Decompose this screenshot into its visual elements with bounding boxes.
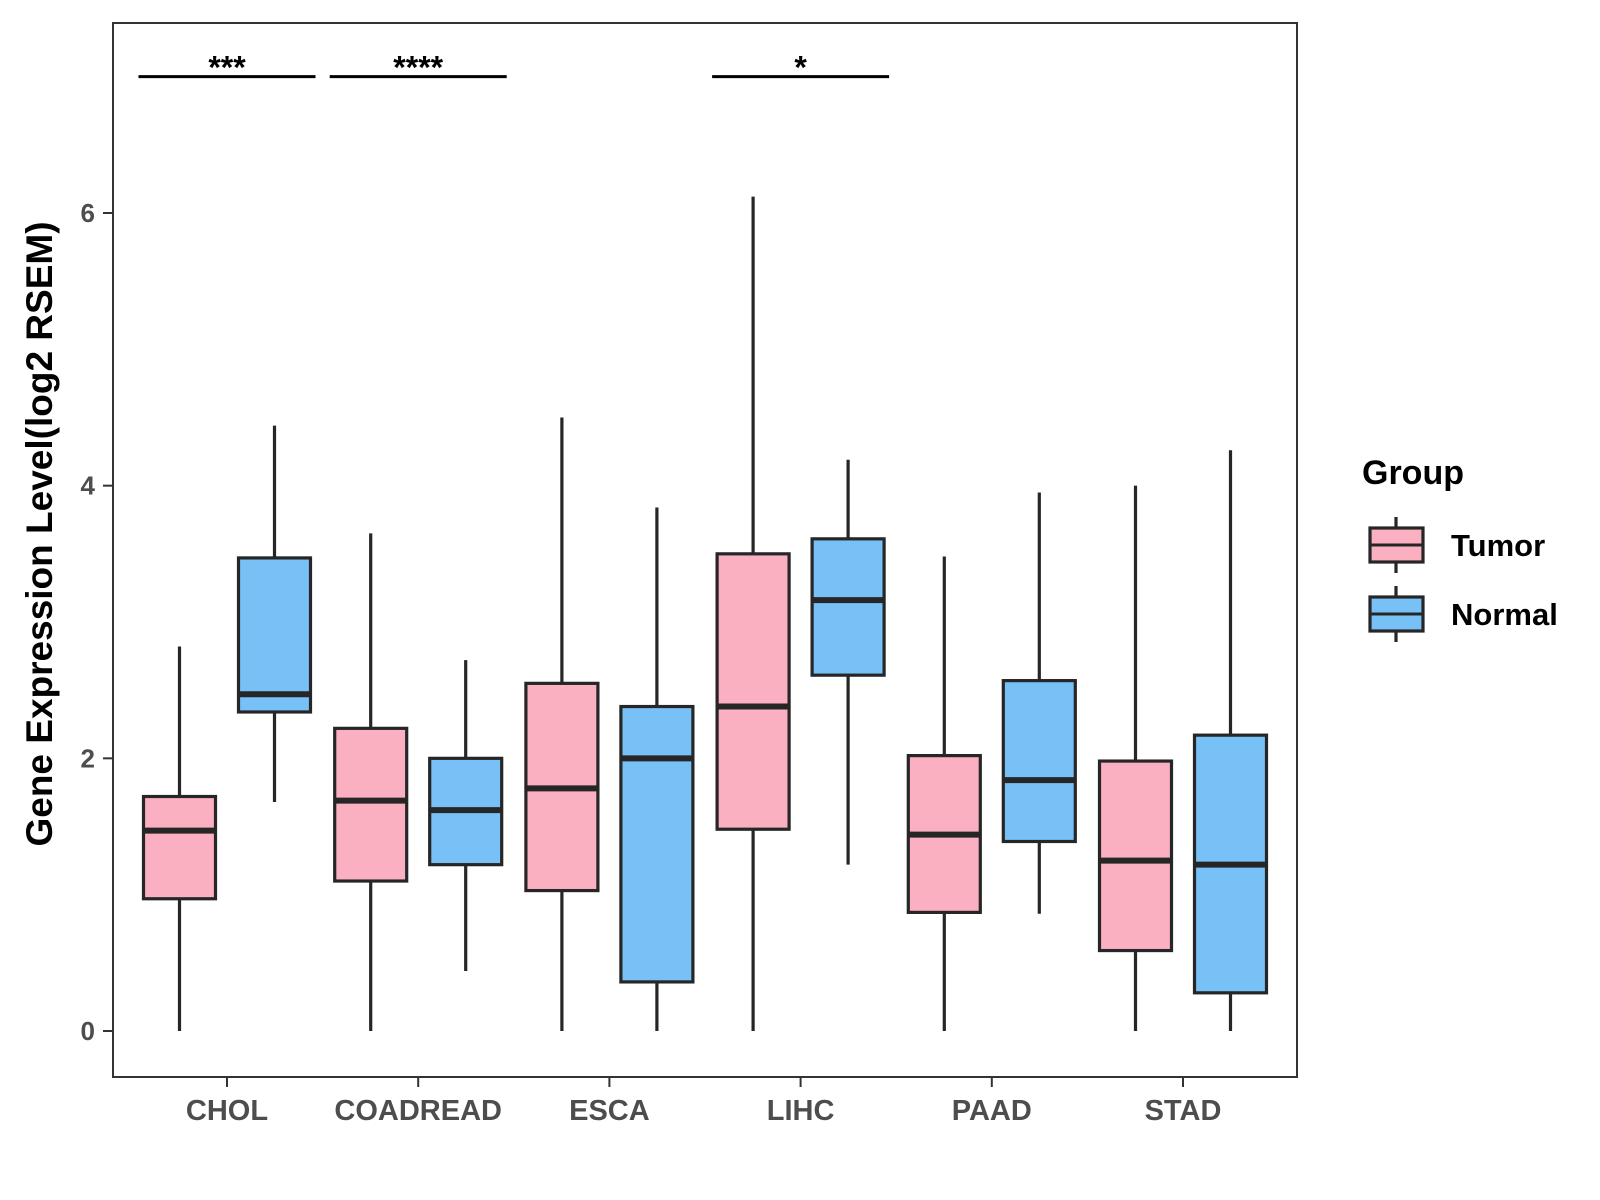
y-tick-label-4: 4 xyxy=(81,471,96,501)
legend-title: Group xyxy=(1362,454,1464,492)
box-tumor-stad xyxy=(1097,485,1174,1031)
y-tick-label-0: 0 xyxy=(81,1016,95,1046)
iqr-box-normal-paad xyxy=(1001,679,1077,844)
x-tick-label-lihc: LIHC xyxy=(767,1095,835,1127)
y-tick-label-2: 2 xyxy=(81,743,95,773)
x-tick-label-chol: CHOL xyxy=(186,1095,268,1127)
y-axis-title: Gene Expression Level(log2 RSEM) xyxy=(19,221,60,846)
axes: 0 2 4 6 CHOL COADREAD ESCA LIHC PAAD STAD xyxy=(81,198,1222,1127)
legend-entry-normal: Normal xyxy=(1368,586,1558,642)
box-normal-chol xyxy=(236,425,313,802)
iqr-box-tumor-lihc xyxy=(715,552,791,831)
box-normal-coadread xyxy=(428,660,504,972)
significance-label-lihc: * xyxy=(794,50,807,86)
plot-marks: *** **** * xyxy=(138,50,1269,1031)
box-normal-esca xyxy=(619,507,695,1031)
box-tumor-esca xyxy=(524,417,600,1031)
box-tumor-coadread xyxy=(333,533,409,1031)
iqr-box-normal-lihc xyxy=(810,537,886,677)
y-tick-label-6: 6 xyxy=(81,198,95,228)
box-tumor-paad xyxy=(906,556,982,1031)
x-tick-label-stad: STAD xyxy=(1145,1095,1222,1127)
box-normal-stad xyxy=(1192,450,1269,1031)
iqr-box-normal-esca xyxy=(619,704,695,984)
significance-label-coadread: **** xyxy=(393,50,443,86)
box-normal-lihc xyxy=(810,459,886,865)
legend-label-normal: Normal xyxy=(1451,597,1558,632)
iqr-box-tumor-chol xyxy=(141,794,218,901)
box-tumor-chol xyxy=(141,646,218,1031)
x-tick-label-coadread: COADREAD xyxy=(334,1095,502,1127)
x-tick-label-esca: ESCA xyxy=(569,1095,650,1127)
iqr-box-normal-chol xyxy=(236,556,313,714)
legend: Group Tumor Normal xyxy=(1362,454,1558,642)
iqr-box-tumor-stad xyxy=(1097,759,1174,953)
x-tick-label-paad: PAAD xyxy=(952,1095,1032,1127)
plot-panel-border xyxy=(112,22,1298,1078)
box-tumor-lihc xyxy=(715,196,791,1031)
significance-label-chol: *** xyxy=(208,50,246,86)
legend-label-tumor: Tumor xyxy=(1451,528,1545,563)
legend-entry-tumor: Tumor xyxy=(1368,517,1545,573)
iqr-box-tumor-coadread xyxy=(333,726,409,883)
box-normal-paad xyxy=(1001,492,1077,914)
